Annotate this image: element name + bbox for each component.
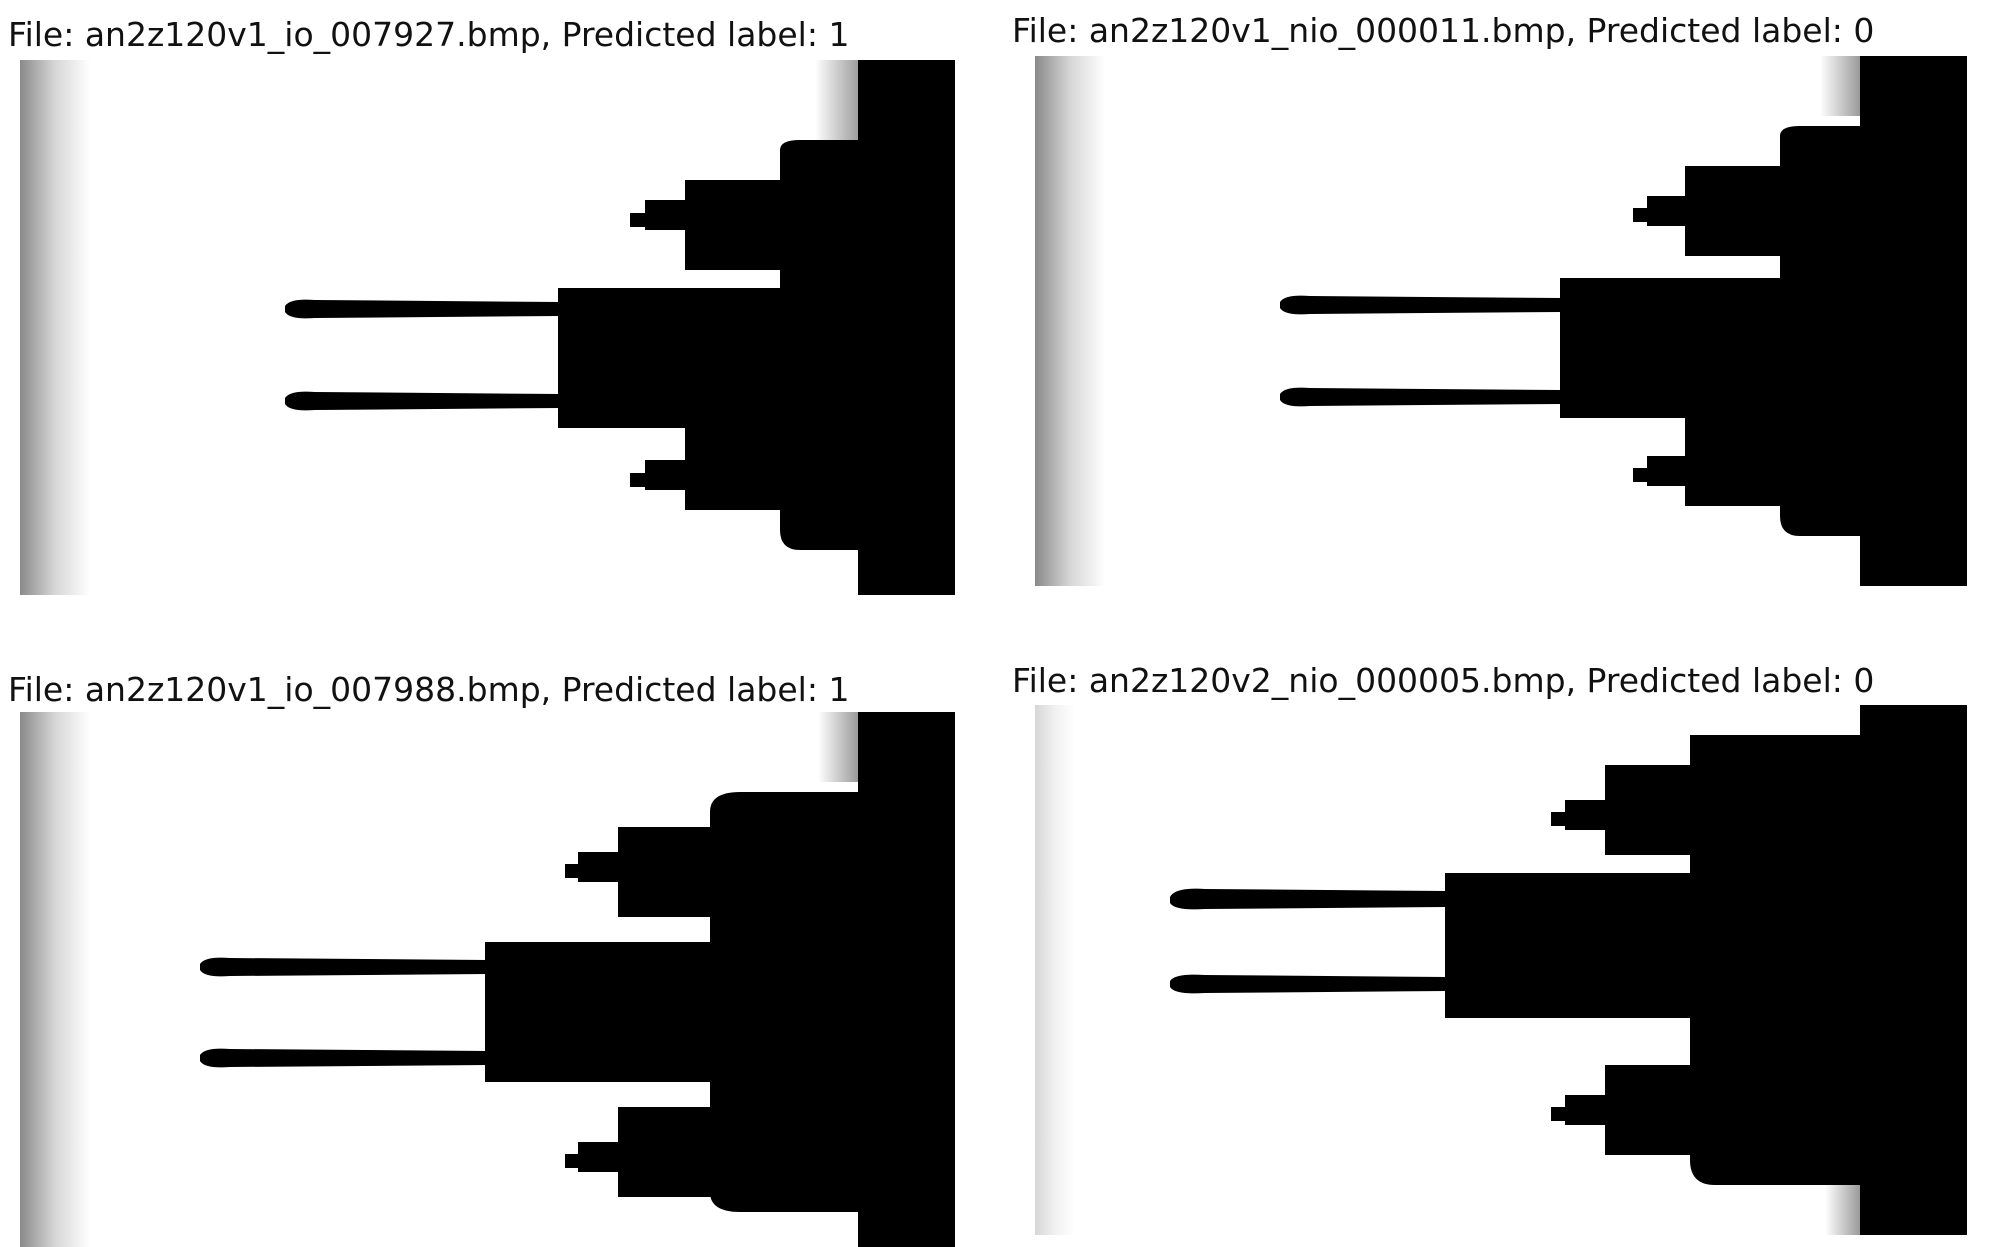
connector-silhouette-image (20, 712, 955, 1247)
panel-title: File: an2z120v2_nio_000005.bmp, Predicte… (1012, 661, 1875, 700)
connector-silhouette-image (20, 60, 955, 595)
panel-title: File: an2z120v1_nio_000011.bmp, Predicte… (1012, 11, 1875, 50)
panel-title: File: an2z120v1_io_007927.bmp, Predicted… (8, 15, 850, 54)
connector-silhouette-image (1035, 705, 1967, 1235)
panel-title: File: an2z120v1_io_007988.bmp, Predicted… (8, 670, 850, 709)
connector-silhouette-image (1035, 56, 1967, 586)
